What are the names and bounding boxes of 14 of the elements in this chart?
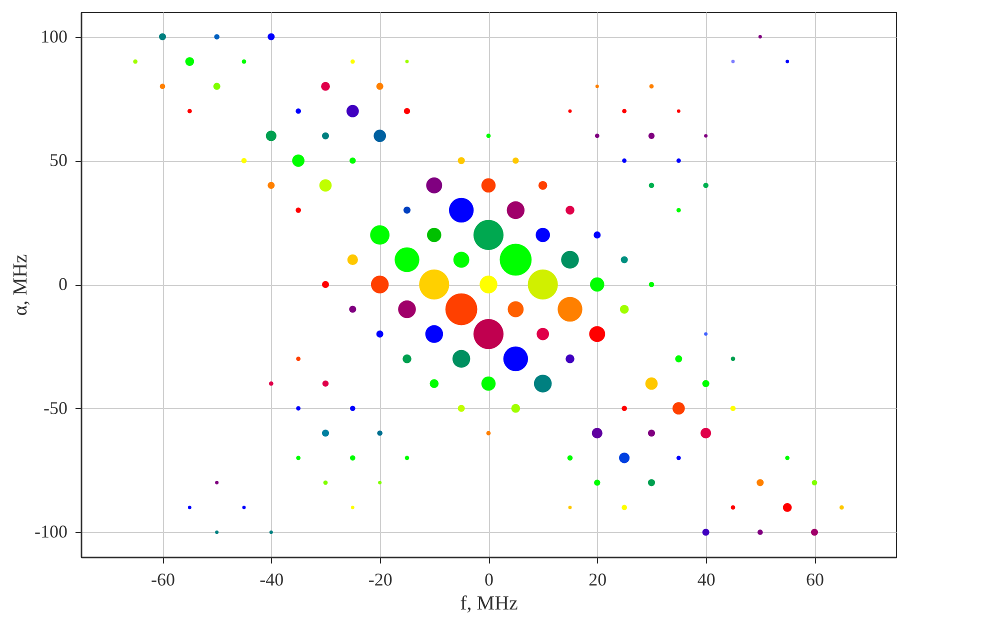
y-tick-label: 0 <box>58 274 68 294</box>
y-axis-title: α, MHz <box>10 254 32 316</box>
y-tick-label: -100 <box>34 522 68 542</box>
x-tick-label: 60 <box>806 570 824 590</box>
x-tick-label: 20 <box>588 570 607 590</box>
x-tick-label: 0 <box>484 570 494 590</box>
x-tick-label: -60 <box>151 570 175 590</box>
x-tick-label: -40 <box>260 570 284 590</box>
x-tick-label: -20 <box>368 570 392 590</box>
x-axis-title: f, MHz <box>460 592 518 614</box>
x-tick-label: 40 <box>697 570 716 590</box>
y-tick-label: 100 <box>40 26 68 46</box>
y-tick-label: 50 <box>50 150 68 170</box>
y-tick-label: -50 <box>44 398 68 418</box>
